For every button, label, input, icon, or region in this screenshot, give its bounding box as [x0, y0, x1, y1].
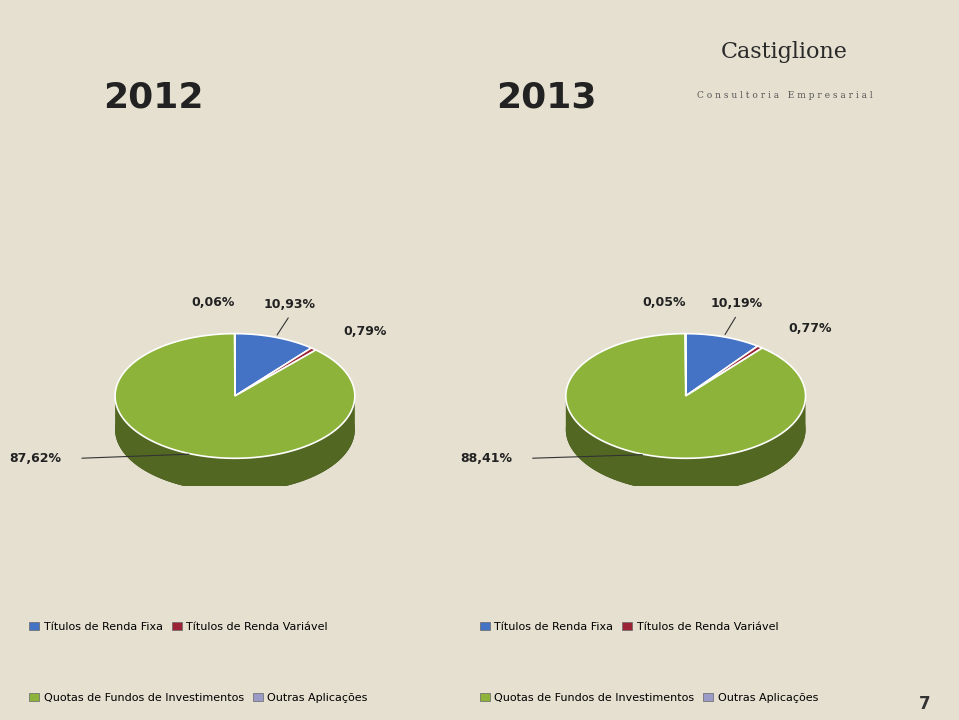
Text: 0,05%: 0,05% — [642, 296, 686, 309]
Text: 2012: 2012 — [104, 81, 203, 115]
Text: 2013: 2013 — [497, 81, 596, 115]
Polygon shape — [115, 396, 355, 492]
Legend: Quotas de Fundos de Investimentos, Outras Aplicações: Quotas de Fundos de Investimentos, Outra… — [476, 688, 823, 707]
Text: 88,41%: 88,41% — [460, 451, 512, 465]
Text: 10,19%: 10,19% — [711, 297, 763, 310]
Polygon shape — [115, 367, 355, 492]
Polygon shape — [235, 348, 316, 396]
Polygon shape — [566, 396, 806, 492]
Text: 7: 7 — [919, 695, 930, 713]
Polygon shape — [566, 333, 806, 459]
Polygon shape — [115, 333, 355, 459]
Polygon shape — [566, 367, 806, 492]
Polygon shape — [235, 333, 312, 396]
Text: 0,06%: 0,06% — [191, 296, 235, 309]
Text: 0,77%: 0,77% — [788, 322, 831, 335]
Text: C o n s u l t o r i a   E m p r e s a r i a l: C o n s u l t o r i a E m p r e s a r i … — [696, 91, 873, 100]
Text: 87,62%: 87,62% — [10, 451, 61, 465]
Text: 10,93%: 10,93% — [264, 298, 316, 311]
Text: Castiglione: Castiglione — [721, 41, 848, 63]
Legend: Quotas de Fundos de Investimentos, Outras Aplicações: Quotas de Fundos de Investimentos, Outra… — [25, 688, 372, 707]
Polygon shape — [686, 346, 762, 396]
Text: 0,79%: 0,79% — [343, 325, 386, 338]
Polygon shape — [686, 333, 758, 396]
